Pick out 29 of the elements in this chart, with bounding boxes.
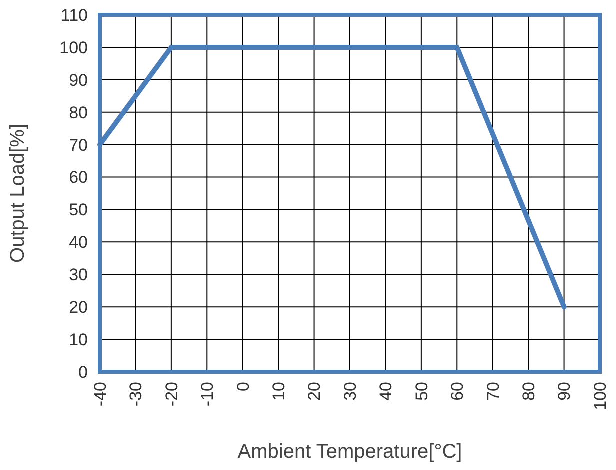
- x-tick-label: -20: [162, 382, 182, 407]
- y-tick-label: 40: [69, 233, 88, 252]
- x-tick-label: 50: [412, 382, 432, 401]
- y-tick-label: 30: [69, 266, 88, 285]
- x-tick-label: 70: [484, 382, 503, 401]
- x-tick-label: 60: [448, 382, 468, 401]
- x-tick-label: 30: [340, 382, 360, 401]
- x-tick-label: 80: [520, 382, 539, 401]
- x-tick-label: 10: [270, 382, 289, 401]
- x-tick-label: 100: [590, 382, 610, 410]
- y-tick-label: 20: [69, 298, 88, 318]
- y-tick-label: 0: [78, 362, 88, 382]
- x-tick-label: -30: [126, 382, 146, 407]
- y-tick-label: 60: [69, 168, 88, 188]
- y-tick-label: 10: [69, 330, 88, 350]
- y-tick-label: 80: [69, 103, 88, 122]
- x-tick-label: -10: [198, 382, 218, 407]
- x-axis-title: Ambient Temperature[°C]: [238, 441, 462, 463]
- y-tick-label: 90: [69, 70, 88, 90]
- x-tick-label: -40: [90, 382, 110, 407]
- x-tick-label: 0: [234, 382, 253, 392]
- x-tick-label: 20: [305, 382, 324, 401]
- y-tick-label: 50: [69, 200, 88, 220]
- y-axis-title: Output Load[%]: [7, 124, 29, 263]
- x-tick-label: 90: [555, 382, 574, 401]
- y-tick-label: 100: [60, 38, 88, 58]
- y-tick-label: 70: [69, 136, 88, 155]
- x-tick-label: 40: [376, 382, 396, 401]
- y-tick-label: 110: [60, 6, 88, 25]
